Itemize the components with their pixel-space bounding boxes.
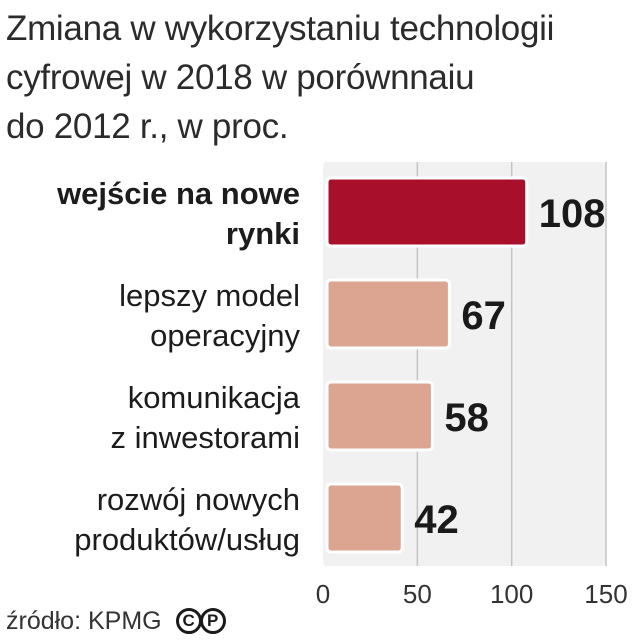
x-tick-label: 0: [316, 579, 330, 609]
category-label-line: rynki: [226, 216, 300, 251]
x-tick-label: 100: [490, 579, 533, 609]
value-label: 58: [444, 396, 489, 440]
title-line: cyfrowej w 2018 w porównnaiu: [6, 58, 475, 97]
copyright-icon: C: [175, 608, 202, 634]
bar: [325, 380, 434, 452]
title-line: Zmiana w wykorzystaniu technologii: [6, 9, 555, 48]
value-label: 67: [461, 294, 506, 338]
value-label: 108: [539, 192, 606, 236]
category-label-line: wejście na nowe: [56, 176, 300, 211]
copyright-badges: C P: [175, 608, 226, 634]
value-label: 42: [414, 498, 459, 542]
bar: [325, 176, 529, 248]
category-label: komunikacja z inwestorami: [111, 380, 301, 455]
x-tick-label: 50: [403, 579, 432, 609]
footer: źródło: KPMG C P: [6, 606, 226, 636]
category-label-line: produktów/usług: [74, 522, 300, 557]
phonographic-copyright-icon: P: [199, 608, 226, 634]
title-line: do 2012 r., w proc.: [6, 107, 289, 146]
plot-background: [323, 162, 606, 566]
category-label: wejście na nowe rynki: [56, 176, 300, 251]
bar: [325, 278, 451, 350]
category-label-line: rozwój nowych: [97, 482, 300, 517]
bar: [325, 482, 404, 554]
x-tick-label: 150: [584, 579, 627, 609]
category-label: lepszy model operacyjny: [119, 278, 300, 353]
source-label: źródło: KPMG: [6, 606, 162, 635]
chart-title: Zmiana w wykorzystaniu technologii cyfro…: [6, 4, 626, 151]
category-label-line: operacyjny: [150, 318, 300, 353]
category-label-line: z inwestorami: [111, 420, 301, 455]
category-label-line: lepszy model: [119, 278, 300, 313]
category-label-line: komunikacja: [128, 380, 301, 415]
category-label: rozwój nowych produktów/usług: [74, 482, 300, 557]
